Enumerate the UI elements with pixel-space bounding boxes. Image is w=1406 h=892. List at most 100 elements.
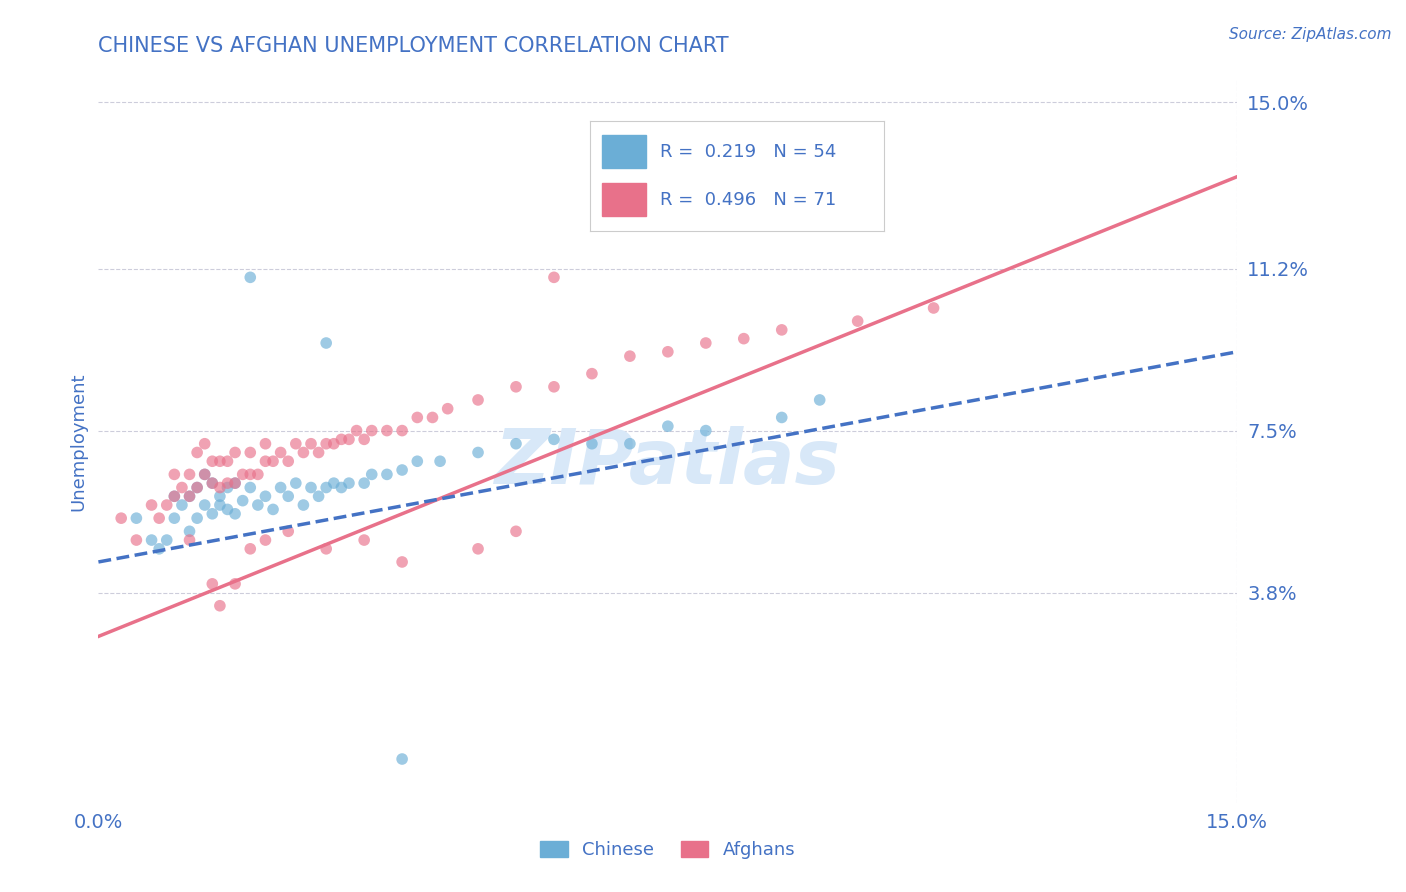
Point [346,424,368,438]
Point [186,481,208,495]
Point [217,476,239,491]
Point [543,380,565,394]
Point [375,467,398,482]
Point [467,541,489,556]
Point [224,476,246,491]
Text: ZIPatlas: ZIPatlas [495,426,841,500]
Point [156,498,179,512]
Point [581,367,603,381]
Point [505,380,527,394]
Point [148,541,170,556]
Point [179,489,201,503]
Point [217,454,239,468]
Point [330,433,353,447]
Point [315,336,337,351]
Point [201,476,224,491]
Point [201,454,224,468]
Point [254,489,277,503]
Point [391,424,413,438]
Point [360,467,382,482]
Point [208,454,231,468]
Point [125,533,148,547]
Point [232,467,254,482]
Point [170,481,193,495]
Point [315,481,337,495]
Point [337,476,360,491]
Point [543,270,565,285]
Point [619,349,641,363]
Point [337,433,360,447]
Point [246,467,269,482]
Point [657,419,679,434]
Point [163,467,186,482]
Point [353,476,375,491]
Point [808,392,831,407]
Point [201,476,224,491]
Point [270,445,292,459]
Point [208,498,231,512]
Point [217,481,239,495]
Point [254,533,277,547]
Point [277,489,299,503]
Point [315,541,337,556]
Point [254,436,277,450]
Point [292,445,315,459]
Point [330,481,353,495]
Point [270,481,292,495]
Point [170,498,193,512]
Point [733,332,755,346]
Point [208,481,231,495]
Point [422,410,444,425]
Point [406,410,429,425]
FancyBboxPatch shape [602,135,645,168]
Point [246,498,269,512]
Point [239,445,262,459]
Point [239,541,262,556]
Point [179,524,201,539]
Point [232,493,254,508]
Point [156,533,179,547]
Point [922,301,945,315]
Point [163,489,186,503]
Point [277,454,299,468]
Point [179,533,201,547]
Point [770,410,793,425]
Point [284,436,307,450]
Point [262,502,284,516]
Point [292,498,315,512]
Point [186,511,208,525]
Point [194,467,217,482]
Point [239,467,262,482]
Point [125,511,148,525]
Y-axis label: Unemployment: Unemployment [69,372,87,511]
Point [505,524,527,539]
Point [141,533,163,547]
Point [163,489,186,503]
Point [179,467,201,482]
Point [208,489,231,503]
Point [322,436,344,450]
Point [224,577,246,591]
Point [186,481,208,495]
Point [353,533,375,547]
Legend: Chinese, Afghans: Chinese, Afghans [533,833,803,866]
Point [284,476,307,491]
Point [308,489,330,503]
Point [391,555,413,569]
Point [201,507,224,521]
Point [217,502,239,516]
Point [110,511,132,525]
Point [436,401,458,416]
Point [391,752,413,766]
Point [208,599,231,613]
Point [360,424,382,438]
Point [179,489,201,503]
Point [224,445,246,459]
Point [467,445,489,459]
Point [406,454,429,468]
Point [194,467,217,482]
Point [353,433,375,447]
Point [322,476,344,491]
Point [695,336,717,351]
Point [619,436,641,450]
